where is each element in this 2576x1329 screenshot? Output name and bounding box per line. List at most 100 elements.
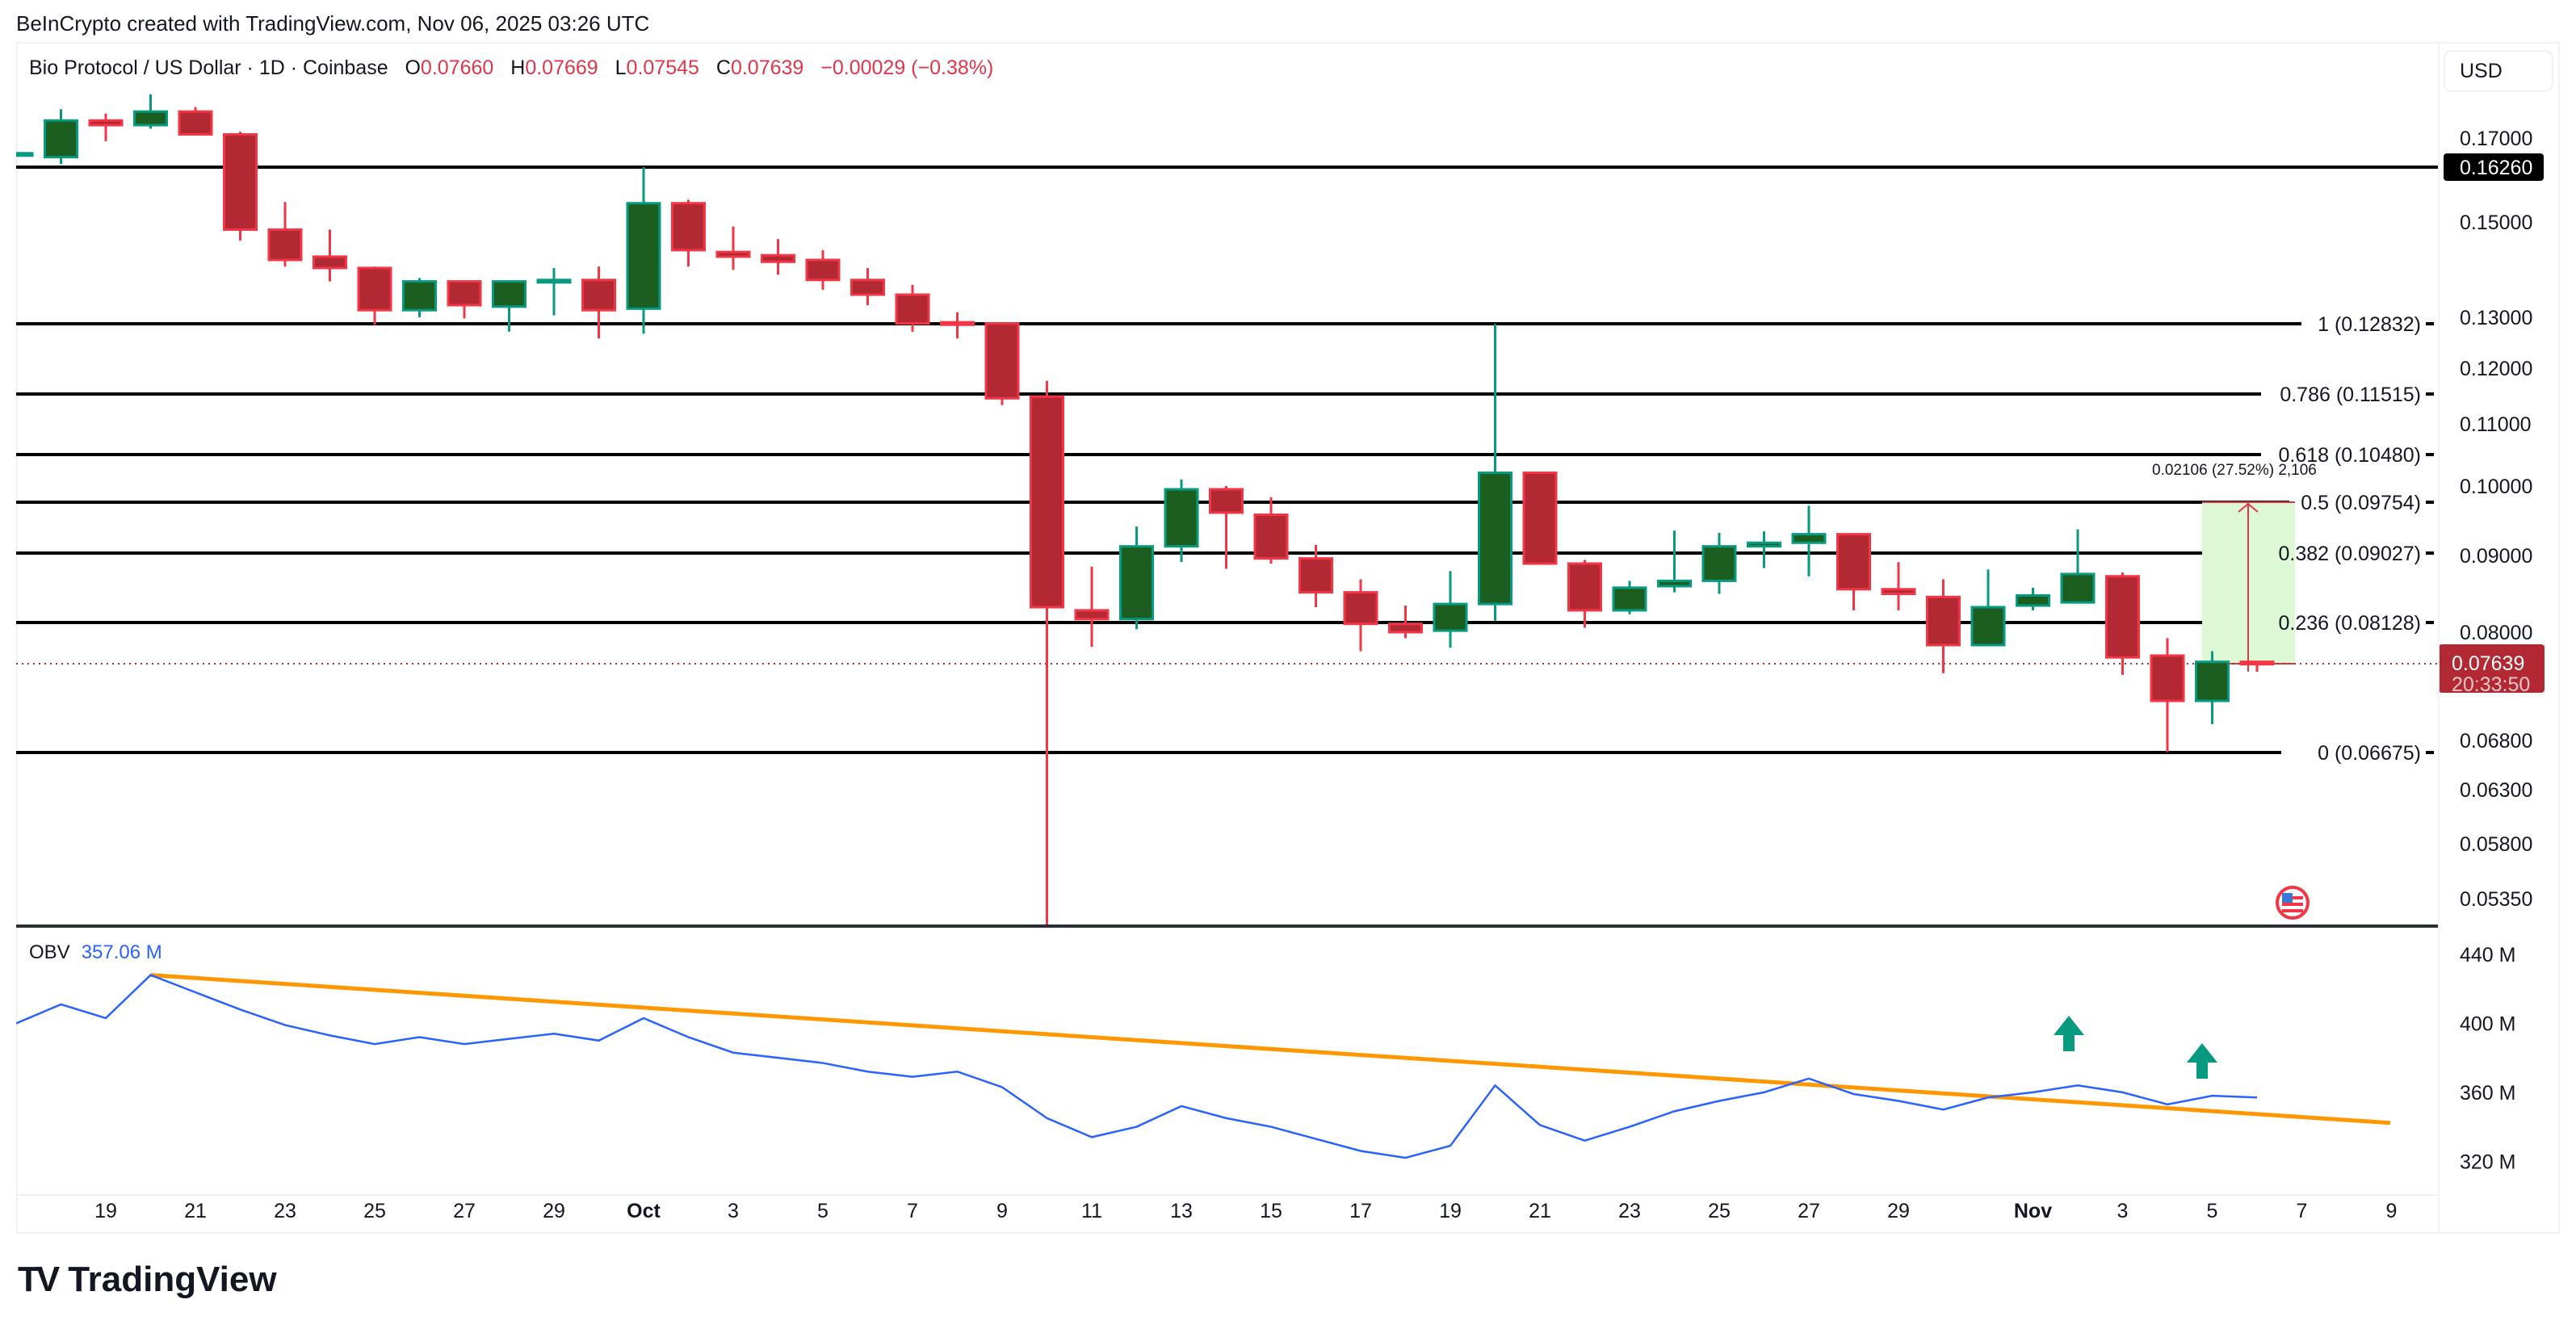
price-axis-label: 0.11000	[2460, 413, 2532, 436]
candle[interactable]	[223, 132, 258, 241]
tradingview-logo-icon: TV	[18, 1260, 60, 1299]
candle[interactable]	[447, 280, 482, 319]
candle[interactable]	[267, 202, 303, 267]
date-axis-label: 23	[274, 1200, 296, 1222]
candle[interactable]	[1209, 486, 1244, 569]
date-axis-label: 3	[728, 1200, 739, 1222]
candle[interactable]	[1433, 571, 1468, 648]
date-axis-label: 19	[1439, 1200, 1462, 1222]
candle[interactable]	[1164, 479, 1199, 563]
chart-frame	[16, 42, 2560, 1234]
symbol-title[interactable]: Bio Protocol / US Dollar · 1D · Coinbase	[29, 57, 388, 79]
candle[interactable]	[2105, 572, 2140, 675]
price-axis-label: 0.13000	[2460, 307, 2532, 329]
date-axis-label: 5	[817, 1200, 829, 1222]
candle[interactable]	[0, 152, 34, 157]
candle[interactable]	[626, 167, 661, 334]
candle[interactable]	[2060, 529, 2096, 604]
date-axis-label: 13	[1170, 1200, 1193, 1222]
candle[interactable]	[492, 280, 527, 332]
candle[interactable]	[178, 107, 213, 136]
date-axis-label: 23	[1618, 1200, 1641, 1222]
candle[interactable]	[984, 322, 1020, 405]
tradingview-brand: TV TradingView	[18, 1260, 277, 1300]
obv-pane[interactable]	[16, 973, 2391, 1159]
candle[interactable]	[1657, 530, 1692, 593]
candle[interactable]	[1253, 497, 1289, 564]
candle[interactable]	[850, 267, 885, 305]
date-axis-label: 7	[2297, 1200, 2308, 1222]
obv-legend: OBV 357.06 M	[29, 941, 162, 964]
date-axis-label: 11	[1081, 1200, 1102, 1222]
candle[interactable]	[1747, 531, 1781, 568]
price-pane[interactable]	[0, 94, 2439, 939]
fib-level-label: 0.786 (0.11515)	[2280, 384, 2421, 406]
obv-axis-label: 440 M	[2460, 944, 2515, 966]
date-axis-label: 9	[996, 1200, 1008, 1222]
measure-label: 0.02106 (27.52%) 2,106	[2152, 462, 2317, 479]
candle[interactable]	[1298, 544, 1333, 607]
candle[interactable]	[1881, 562, 1916, 610]
obv-trendline[interactable]	[150, 973, 2391, 1126]
low-value: 0.07545	[626, 57, 699, 79]
chart-credit: BeInCrypto created with TradingView.com,…	[16, 11, 650, 36]
candle[interactable]	[1836, 533, 1871, 610]
candle[interactable]	[402, 278, 437, 317]
date-axis-label: 3	[2117, 1200, 2129, 1222]
candle[interactable]	[715, 226, 751, 270]
candle[interactable]	[2150, 638, 2185, 753]
date-axis-label: 29	[543, 1200, 565, 1222]
candle[interactable]	[44, 109, 78, 165]
candle[interactable]	[1119, 526, 1154, 630]
price-axis-label: 0.09000	[2460, 545, 2532, 568]
candle[interactable]	[313, 229, 347, 282]
candle[interactable]	[133, 94, 168, 129]
candle[interactable]	[671, 199, 706, 267]
candle[interactable]	[2195, 651, 2230, 724]
fib-level-label: 0.618 (0.10480)	[2278, 444, 2421, 467]
candle[interactable]	[761, 239, 795, 275]
fib-level-label: 0.382 (0.09027)	[2278, 543, 2421, 565]
candle[interactable]	[1074, 566, 1110, 648]
fib-tick	[2426, 501, 2434, 504]
candle[interactable]	[1478, 324, 1512, 621]
close-value: 0.07639	[730, 57, 804, 79]
candle[interactable]	[1522, 472, 1558, 565]
candle[interactable]	[1701, 532, 1737, 594]
us-flag-event-icon[interactable]	[2276, 886, 2310, 920]
candle[interactable]	[1030, 380, 1064, 939]
candle[interactable]	[2016, 587, 2050, 610]
candle[interactable]	[357, 266, 392, 325]
date-axis-label: Oct	[627, 1200, 661, 1222]
brand-name: TradingView	[68, 1260, 277, 1299]
candle[interactable]	[1612, 581, 1647, 614]
candle[interactable]	[1791, 505, 1827, 576]
price-axis-label: 0.17000	[2460, 128, 2532, 150]
date-axis-label: 15	[1260, 1200, 1282, 1222]
open-label: O	[405, 57, 421, 79]
up-arrow-icon	[2187, 1043, 2217, 1079]
price-axis-label: 0.06800	[2460, 730, 2532, 753]
price-axis-label: 0.10000	[2460, 476, 2532, 498]
candle[interactable]	[581, 266, 616, 339]
fib-level-label: 0.236 (0.08128)	[2278, 612, 2421, 635]
candle[interactable]	[940, 312, 975, 339]
candle[interactable]	[1567, 560, 1602, 628]
candle[interactable]	[1343, 579, 1378, 652]
obv-title[interactable]: OBV	[29, 941, 70, 963]
price-axis-label: 0.05800	[2460, 833, 2532, 856]
candle[interactable]	[536, 267, 572, 316]
price-axis-label: 0.12000	[2460, 358, 2532, 380]
candle[interactable]	[805, 249, 841, 290]
candle[interactable]	[895, 284, 930, 332]
candle[interactable]	[2239, 660, 2275, 673]
candle[interactable]	[1388, 606, 1423, 639]
change-value: −0.00029 (−0.38%)	[820, 57, 994, 79]
candle[interactable]	[1926, 579, 1961, 673]
currency-button[interactable]: USD	[2444, 50, 2553, 92]
current-price-text: 0.07639	[2452, 652, 2524, 675]
candle[interactable]	[1970, 569, 2006, 647]
high-value: 0.07669	[525, 57, 598, 79]
candle[interactable]	[88, 113, 124, 141]
